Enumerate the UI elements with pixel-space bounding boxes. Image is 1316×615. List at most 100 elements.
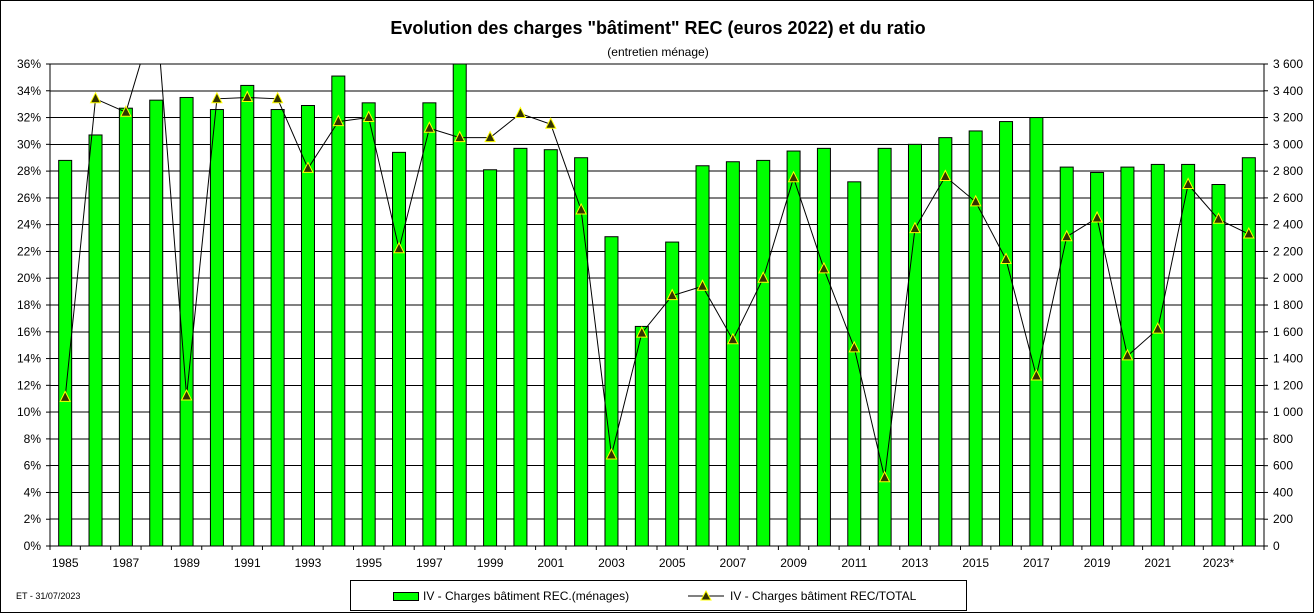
ratio-marker <box>848 340 861 353</box>
y-right-tick-label: 1 400 <box>1273 352 1303 366</box>
bar <box>513 147 528 547</box>
y-right-tick-label: 2 200 <box>1273 244 1303 258</box>
bar <box>149 99 164 547</box>
bar <box>88 134 103 547</box>
ratio-marker <box>666 288 678 301</box>
y-left-tick-label: 20% <box>17 271 41 285</box>
ratio-marker <box>423 121 436 133</box>
ratio-marker <box>605 447 618 460</box>
y-right-tick-label: 400 <box>1273 485 1293 499</box>
ratio-marker <box>241 90 254 102</box>
bar <box>695 165 710 547</box>
ratio-marker <box>1000 252 1012 264</box>
y-left-tick-label: 36% <box>17 57 41 71</box>
ratio-marker <box>909 221 921 234</box>
ratio-marker <box>514 106 527 119</box>
x-tick-label: 1989 <box>173 556 200 570</box>
x-tick-label: 2023* <box>1203 556 1235 570</box>
y-left-tick-label: 26% <box>17 191 41 205</box>
ratio-marker <box>120 105 132 117</box>
ratio-marker <box>59 390 71 402</box>
chart-title: Evolution des charges "bâtiment" REC (eu… <box>390 18 926 38</box>
legend-label-line: IV - Charges bâtiment REC/TOTAL <box>730 589 917 603</box>
ratio-marker <box>1091 210 1103 223</box>
bar <box>483 169 498 547</box>
x-tick-label: 2017 <box>1023 556 1050 570</box>
line-layer <box>59 64 1255 483</box>
bar <box>665 241 680 547</box>
ratio-marker <box>484 130 496 143</box>
y-left-tick-label: 22% <box>17 244 41 258</box>
ratio-marker <box>271 91 284 104</box>
bar <box>999 121 1014 547</box>
ratio-line <box>64 64 1250 478</box>
y-right-tick-label: 600 <box>1273 459 1293 473</box>
bar <box>1241 157 1256 547</box>
ratio-marker <box>1212 212 1225 224</box>
bar <box>847 181 862 547</box>
y-right-tick-label: 2 800 <box>1273 164 1303 178</box>
bar <box>422 102 437 547</box>
bar <box>938 137 953 547</box>
ratio-marker <box>636 325 648 338</box>
ratio-marker <box>939 169 952 181</box>
y-left-tick-label: 14% <box>17 352 41 366</box>
bar <box>968 130 983 547</box>
bar <box>574 157 589 547</box>
y-left-tick-label: 6% <box>24 459 42 473</box>
bar <box>634 325 649 547</box>
y-right-tick-label: 1 600 <box>1273 325 1303 339</box>
x-tick-label: 2009 <box>780 556 807 570</box>
bar <box>756 159 771 547</box>
bar <box>907 143 922 547</box>
bar <box>270 109 285 547</box>
y-right-tick-label: 1 200 <box>1273 378 1303 392</box>
x-tick-label: 1995 <box>355 556 382 570</box>
y-left-tick-label: 34% <box>17 84 41 98</box>
legend-label-bars: IV - Charges bâtiment REC.(ménages) <box>423 589 630 603</box>
x-tick-label: 1991 <box>234 556 261 570</box>
x-tick-label: 2011 <box>841 556 867 570</box>
ratio-marker <box>211 91 223 104</box>
x-tick-label: 2021 <box>1144 556 1171 570</box>
ratio-marker <box>787 170 800 183</box>
y-left-tick-label: 30% <box>17 137 41 151</box>
axis-layer: 0% 2% 4% 6% 8% 10% 12% 14% 16% 18% 20% 22% 24% 26% 28%… <box>17 57 1303 570</box>
y-left-tick-label: 2% <box>24 512 42 526</box>
bar <box>1029 117 1044 547</box>
legend-line-swatch <box>688 589 724 601</box>
y-right-tick-label: 2 400 <box>1273 218 1303 232</box>
bar <box>1211 184 1226 547</box>
footnote: ET - 31/07/2023 <box>16 591 81 601</box>
bar <box>786 150 801 547</box>
x-tick-label: 1985 <box>52 556 79 570</box>
y-right-tick-label: 2 000 <box>1273 271 1303 285</box>
bar <box>877 147 892 547</box>
bar <box>118 107 133 547</box>
y-left-tick-label: 28% <box>17 164 41 178</box>
bar <box>209 109 224 547</box>
bar <box>1090 171 1105 547</box>
x-tick-label: 1987 <box>113 556 140 570</box>
bar <box>604 236 619 547</box>
bar <box>240 84 255 547</box>
x-tick-label: 2015 <box>962 556 989 570</box>
ratio-marker <box>362 110 375 123</box>
ratio-marker <box>332 114 345 127</box>
bar <box>543 149 558 547</box>
y-right-tick-label: 200 <box>1273 512 1293 526</box>
ratio-marker <box>453 130 466 143</box>
ratio-marker <box>969 194 982 207</box>
ratio-marker <box>878 470 891 483</box>
y-left-tick-label: 32% <box>17 111 41 125</box>
y-left-tick-label: 8% <box>24 432 42 446</box>
x-tick-label: 1993 <box>295 556 322 570</box>
ratio-marker <box>727 332 739 345</box>
x-tick-label: 2001 <box>537 556 564 570</box>
ratio-marker <box>1151 321 1164 334</box>
ratio-marker <box>696 279 709 291</box>
bar <box>331 75 346 547</box>
x-tick-label: 2007 <box>720 556 747 570</box>
y-right-tick-label: 2 600 <box>1273 191 1303 205</box>
